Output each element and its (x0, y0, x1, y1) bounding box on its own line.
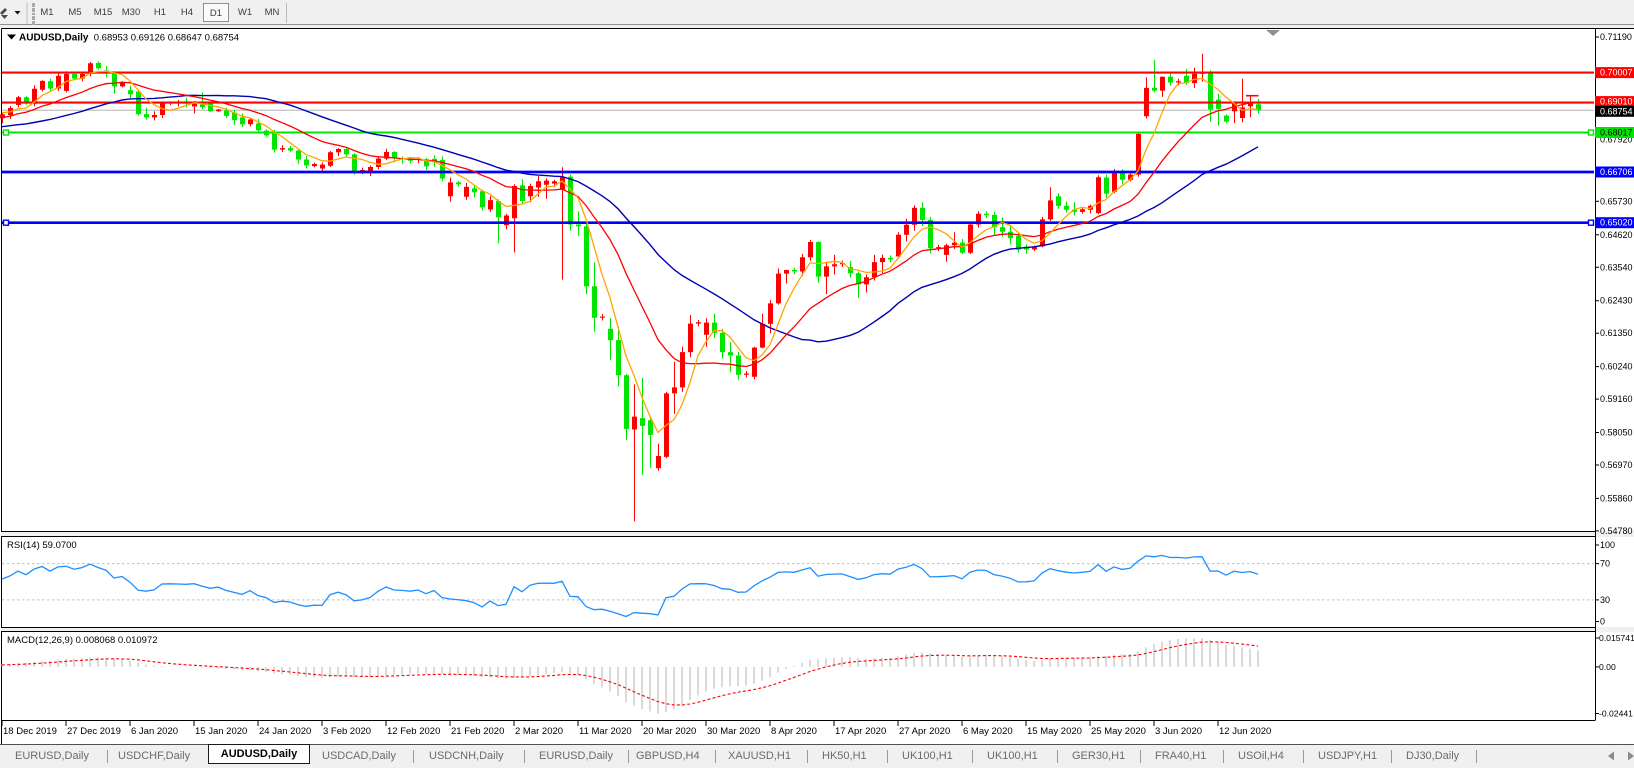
svg-text:15 Jan 2020: 15 Jan 2020 (195, 726, 247, 737)
svg-text:0.62430: 0.62430 (1600, 296, 1633, 306)
svg-text:27 Apr 2020: 27 Apr 2020 (899, 726, 950, 737)
svg-text:0.61350: 0.61350 (1600, 328, 1633, 338)
svg-text:30 Mar 2020: 30 Mar 2020 (707, 726, 760, 737)
svg-text:6 May 2020: 6 May 2020 (963, 726, 1013, 737)
svg-text:21 Feb 2020: 21 Feb 2020 (451, 726, 504, 737)
svg-text:0.67920: 0.67920 (1600, 134, 1633, 144)
svg-text:6 Jan 2020: 6 Jan 2020 (131, 726, 178, 737)
svg-text:MACD(12,26,9) 0.008068 0.01097: MACD(12,26,9) 0.008068 0.010972 (7, 635, 158, 646)
svg-text:0.54780: 0.54780 (1600, 526, 1633, 536)
svg-text:100: 100 (1600, 540, 1615, 550)
svg-text:AUDUSD,Daily 0.68953 0.69126: AUDUSD,Daily 0.68953 0.69126 0.68647 0.6… (19, 33, 239, 44)
svg-text:0.55860: 0.55860 (1600, 493, 1633, 503)
svg-text:12 Feb 2020: 12 Feb 2020 (387, 726, 440, 737)
svg-text:15 May 2020: 15 May 2020 (1027, 726, 1082, 737)
svg-text:0.70007: 0.70007 (1600, 68, 1633, 78)
svg-text:30: 30 (1600, 595, 1610, 605)
svg-text:12 Jun 2020: 12 Jun 2020 (1219, 726, 1271, 737)
svg-text:RSI(14) 59.0700: RSI(14) 59.0700 (7, 540, 77, 551)
svg-text:2 Mar 2020: 2 Mar 2020 (515, 726, 563, 737)
svg-text:25 May 2020: 25 May 2020 (1091, 726, 1146, 737)
svg-text:-0.02441: -0.02441 (1599, 709, 1633, 719)
svg-text:0.66706: 0.66706 (1600, 167, 1633, 177)
svg-text:24 Jan 2020: 24 Jan 2020 (259, 726, 311, 737)
svg-text:0.64620: 0.64620 (1600, 230, 1633, 240)
svg-text:0.71190: 0.71190 (1600, 32, 1632, 42)
svg-text:0.56970: 0.56970 (1600, 460, 1633, 470)
svg-text:3 Jun 2020: 3 Jun 2020 (1155, 726, 1202, 737)
svg-text:0.68017: 0.68017 (1600, 128, 1633, 138)
svg-text:27 Dec 2019: 27 Dec 2019 (67, 726, 121, 737)
svg-text:0.69010: 0.69010 (1600, 97, 1633, 107)
svg-text:11 Mar 2020: 11 Mar 2020 (579, 726, 632, 737)
svg-text:70: 70 (1600, 559, 1610, 569)
svg-text:0.58050: 0.58050 (1600, 428, 1633, 438)
svg-text:3 Feb 2020: 3 Feb 2020 (323, 726, 371, 737)
svg-text:0: 0 (1600, 617, 1605, 627)
svg-text:0.65020: 0.65020 (1600, 218, 1633, 228)
svg-text:0.60240: 0.60240 (1600, 362, 1633, 372)
svg-text:0.00: 0.00 (1599, 662, 1616, 672)
svg-text:0.68754: 0.68754 (1600, 106, 1633, 116)
svg-text:18 Dec 2019: 18 Dec 2019 (3, 726, 57, 737)
svg-text:8 Apr 2020: 8 Apr 2020 (771, 726, 817, 737)
svg-text:0.65730: 0.65730 (1600, 196, 1633, 206)
svg-text:17 Apr 2020: 17 Apr 2020 (835, 726, 886, 737)
svg-text:0.015741: 0.015741 (1599, 633, 1634, 643)
svg-text:20 Mar 2020: 20 Mar 2020 (643, 726, 696, 737)
svg-text:0.59160: 0.59160 (1600, 394, 1633, 404)
svg-text:0.63540: 0.63540 (1600, 262, 1633, 272)
